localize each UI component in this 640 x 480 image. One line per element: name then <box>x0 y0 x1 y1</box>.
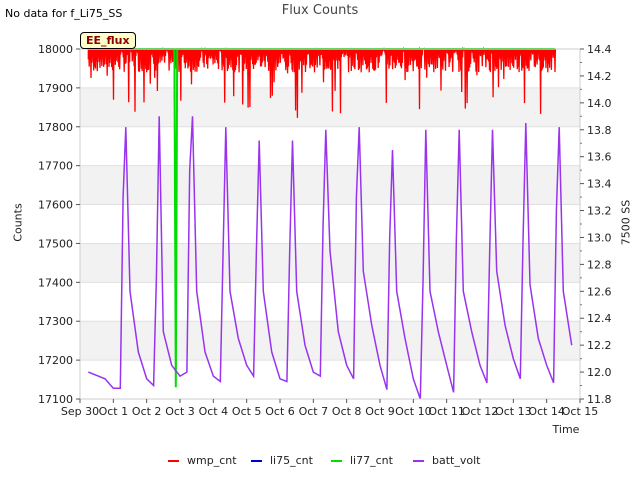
x-tick-label: Oct 8 <box>332 405 362 418</box>
legend-swatch <box>251 460 262 462</box>
y2-tick-label: 11.8 <box>587 393 612 406</box>
y-tick-label: 17500 <box>38 237 73 250</box>
y2-tick-label: 13.6 <box>587 151 612 164</box>
ee-flux-badge: EE_flux <box>80 32 136 49</box>
legend-swatch <box>413 460 424 462</box>
y-tick-label: 17200 <box>38 354 73 367</box>
y2-tick-label: 13.2 <box>587 205 612 218</box>
y-axis-left: 17100 17200 17300 17400 17500 17600 17700 17800… <box>38 43 80 406</box>
x-tick-label: Oct 9 <box>365 405 395 418</box>
y-axis-label: Counts <box>11 203 25 242</box>
grid-bands <box>80 48 580 400</box>
x-tick-label: Oct 4 <box>199 405 229 418</box>
legend-label: li75_cnt <box>270 454 313 467</box>
legend: wmp_cnt li75_cnt li77_cnt batt_volt <box>0 454 640 468</box>
x-tick-label: Oct 11 <box>428 405 465 418</box>
y2-tick-label: 12.2 <box>587 339 612 352</box>
legend-item-wmp-cnt: wmp_cnt <box>168 454 237 467</box>
x-tick-label: Oct 10 <box>395 405 432 418</box>
series-wmp-cnt-line <box>87 46 557 118</box>
legend-label: batt_volt <box>432 454 481 467</box>
x-tick-label: Oct 15 <box>562 405 599 418</box>
legend-label: li77_cnt <box>350 454 393 467</box>
y2-tick-label: 12.8 <box>587 258 612 271</box>
series-batt-volt-line <box>88 116 573 400</box>
legend-item-li75-cnt: li75_cnt <box>251 454 313 467</box>
x-axis-label: Time <box>552 423 580 436</box>
y-tick-label: 17900 <box>38 82 73 95</box>
x-tick-label: Oct 13 <box>495 405 532 418</box>
y-tick-label: 17600 <box>38 199 73 212</box>
legend-label: wmp_cnt <box>187 454 237 467</box>
y2-tick-label: 13.8 <box>587 124 612 137</box>
y2-axis-label: 7500 SS <box>619 199 633 246</box>
x-tick-label: Sep 30 <box>61 405 99 418</box>
y-tick-label: 17300 <box>38 315 73 328</box>
y2-tick-label: 12.0 <box>587 366 612 379</box>
grid-band <box>80 165 580 205</box>
y2-tick-label: 13.4 <box>587 178 612 191</box>
y2-tick-label: 12.6 <box>587 285 612 298</box>
y-tick-label: 18000 <box>38 43 73 56</box>
x-tick-label: Oct 1 <box>99 405 129 418</box>
y2-tick-label: 14.2 <box>587 70 612 83</box>
x-tick-label: Oct 2 <box>132 405 162 418</box>
no-data-note: No data for f_Li75_SS <box>5 7 123 20</box>
y-tick-label: 17400 <box>38 276 73 289</box>
x-tick-label: Oct 3 <box>165 405 195 418</box>
y-tick-label: 17700 <box>38 160 73 173</box>
legend-swatch <box>331 460 342 462</box>
y-tick-label: 17100 <box>38 393 73 406</box>
chart-title: Flux Counts <box>281 3 359 18</box>
y-tick-label: 17800 <box>38 121 73 134</box>
y2-tick-label: 14.4 <box>587 43 612 56</box>
legend-item-li77-cnt: li77_cnt <box>331 454 393 467</box>
x-axis: Sep 30 Oct 1 Oct 2 Oct 3 Oct 4 Oct 5 Oct 6 Oct … <box>61 399 598 418</box>
grid-band <box>80 87 580 127</box>
x-tick-label: Oct 7 <box>299 405 329 418</box>
x-tick-label: Oct 12 <box>462 405 499 418</box>
legend-item-batt-volt: batt_volt <box>413 454 480 467</box>
y2-tick-label: 14.0 <box>587 97 612 110</box>
x-tick-label: Oct 6 <box>265 405 295 418</box>
legend-swatch <box>168 460 179 462</box>
x-tick-label: Oct 14 <box>528 405 565 418</box>
y2-tick-label: 12.4 <box>587 312 612 325</box>
y-axis-right: 11.8 12.0 12.2 12.4 12.6 12.8 13.0 13.2 13.4 13.6… <box>580 43 612 406</box>
x-tick-label: Oct 5 <box>232 405 262 418</box>
y2-tick-label: 13.0 <box>587 231 612 244</box>
